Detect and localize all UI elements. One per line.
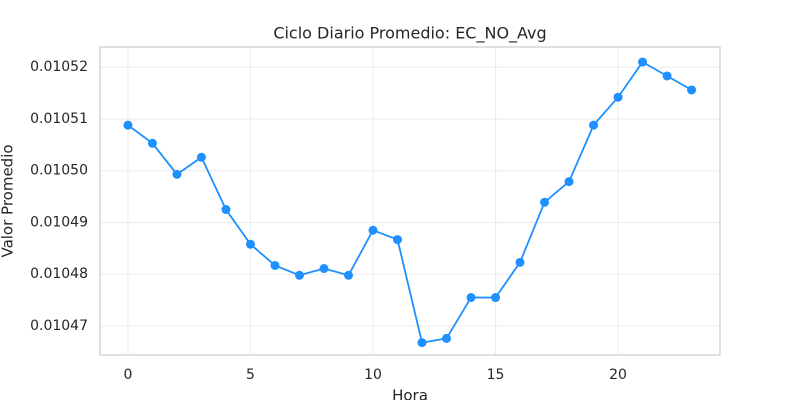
y-tick-label: 0.01050	[30, 163, 88, 179]
point	[196, 152, 206, 162]
point	[589, 120, 599, 130]
point	[540, 197, 550, 207]
point	[687, 85, 697, 95]
point	[147, 138, 157, 148]
point	[221, 205, 231, 215]
point	[270, 260, 280, 270]
point	[319, 264, 329, 274]
plot-frame	[99, 46, 721, 356]
y-tick-label: 0.01047	[30, 318, 88, 334]
line	[127, 60, 693, 344]
point	[123, 120, 133, 130]
x-tick-label: 10	[364, 367, 382, 383]
y-tick-label: 0.01048	[30, 266, 88, 282]
point	[515, 257, 525, 267]
x-axis-label: Hora	[392, 387, 428, 400]
point	[368, 225, 378, 235]
x-tick-label: 5	[246, 367, 255, 383]
x-tick-label: 15	[487, 367, 505, 383]
point	[343, 270, 353, 280]
point	[613, 92, 623, 102]
y-axis-label: Valor Promedio	[0, 144, 17, 257]
point	[662, 71, 672, 81]
point	[245, 239, 255, 249]
point	[442, 333, 452, 343]
y-tick-label: 0.01049	[30, 214, 88, 230]
point	[491, 293, 501, 303]
chart-title: Ciclo Diario Promedio: EC_NO_Avg	[273, 24, 546, 44]
point	[564, 177, 574, 187]
point	[638, 57, 648, 67]
x-tick-label: 20	[609, 367, 627, 383]
point	[393, 235, 403, 245]
y-tick-label: 0.01052	[30, 59, 88, 75]
point	[294, 270, 304, 280]
point	[466, 293, 476, 303]
x-tick-label: 0	[123, 367, 132, 383]
point	[417, 338, 427, 348]
y-tick-label: 0.01051	[30, 111, 88, 127]
point	[172, 169, 182, 179]
